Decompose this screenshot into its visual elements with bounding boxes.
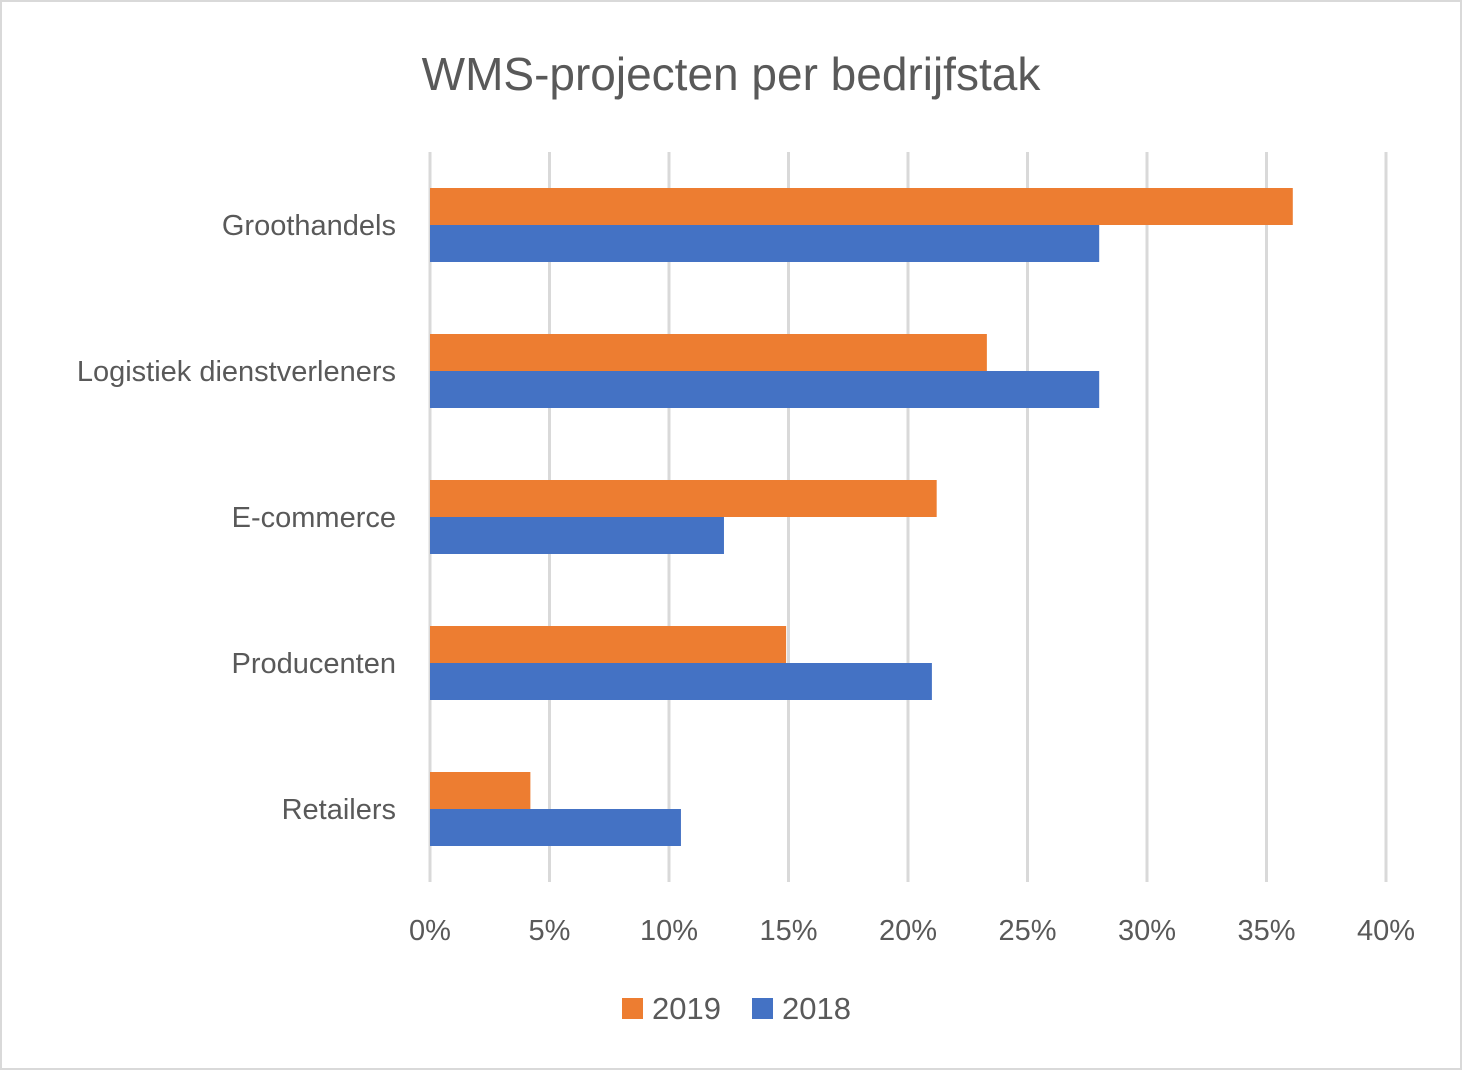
bar-2018-4 [430,809,681,846]
bar-2018-0 [430,225,1100,262]
x-tick-label: 10% [640,915,698,947]
x-tick-label: 35% [1237,915,1295,947]
x-tick-label: 0% [409,915,451,947]
x-tick-label: 15% [759,915,817,947]
category-label: Retailers [282,794,396,826]
bar-2019-3 [430,626,787,663]
x-tick-label: 30% [1118,915,1176,947]
bar-2018-2 [430,517,724,554]
legend-label-2018: 2018 [782,991,851,1026]
x-tick-labels: 0% 5% 10% 15% 20% 25% 30% 35% 40% [409,915,1415,947]
chart-title: WMS-projecten per bedrijfstak [422,48,1042,100]
category-label: Producenten [232,648,396,680]
bar-2019-0 [430,188,1293,225]
x-tick-label: 5% [529,915,571,947]
bar-2019-1 [430,334,987,371]
bar-2018-3 [430,663,932,700]
x-tick-label: 20% [879,915,937,947]
bar-2019-4 [430,772,531,809]
bar-2018-1 [430,371,1100,408]
x-tick-label: 25% [998,915,1056,947]
category-label: Groothandels [222,210,396,242]
category-label: E-commerce [232,502,396,534]
bar-2019-2 [430,480,937,517]
legend-label-2019: 2019 [652,991,721,1026]
x-tick-label: 40% [1357,915,1415,947]
legend-swatch-2018 [752,998,773,1019]
category-label: Logistiek dienstverleners [77,356,396,388]
legend-swatch-2019 [622,998,643,1019]
category-labels: Groothandels Logistiek dienstverleners E-c… [77,210,396,826]
bars [430,188,1293,846]
legend: 2019 2018 [622,991,851,1026]
